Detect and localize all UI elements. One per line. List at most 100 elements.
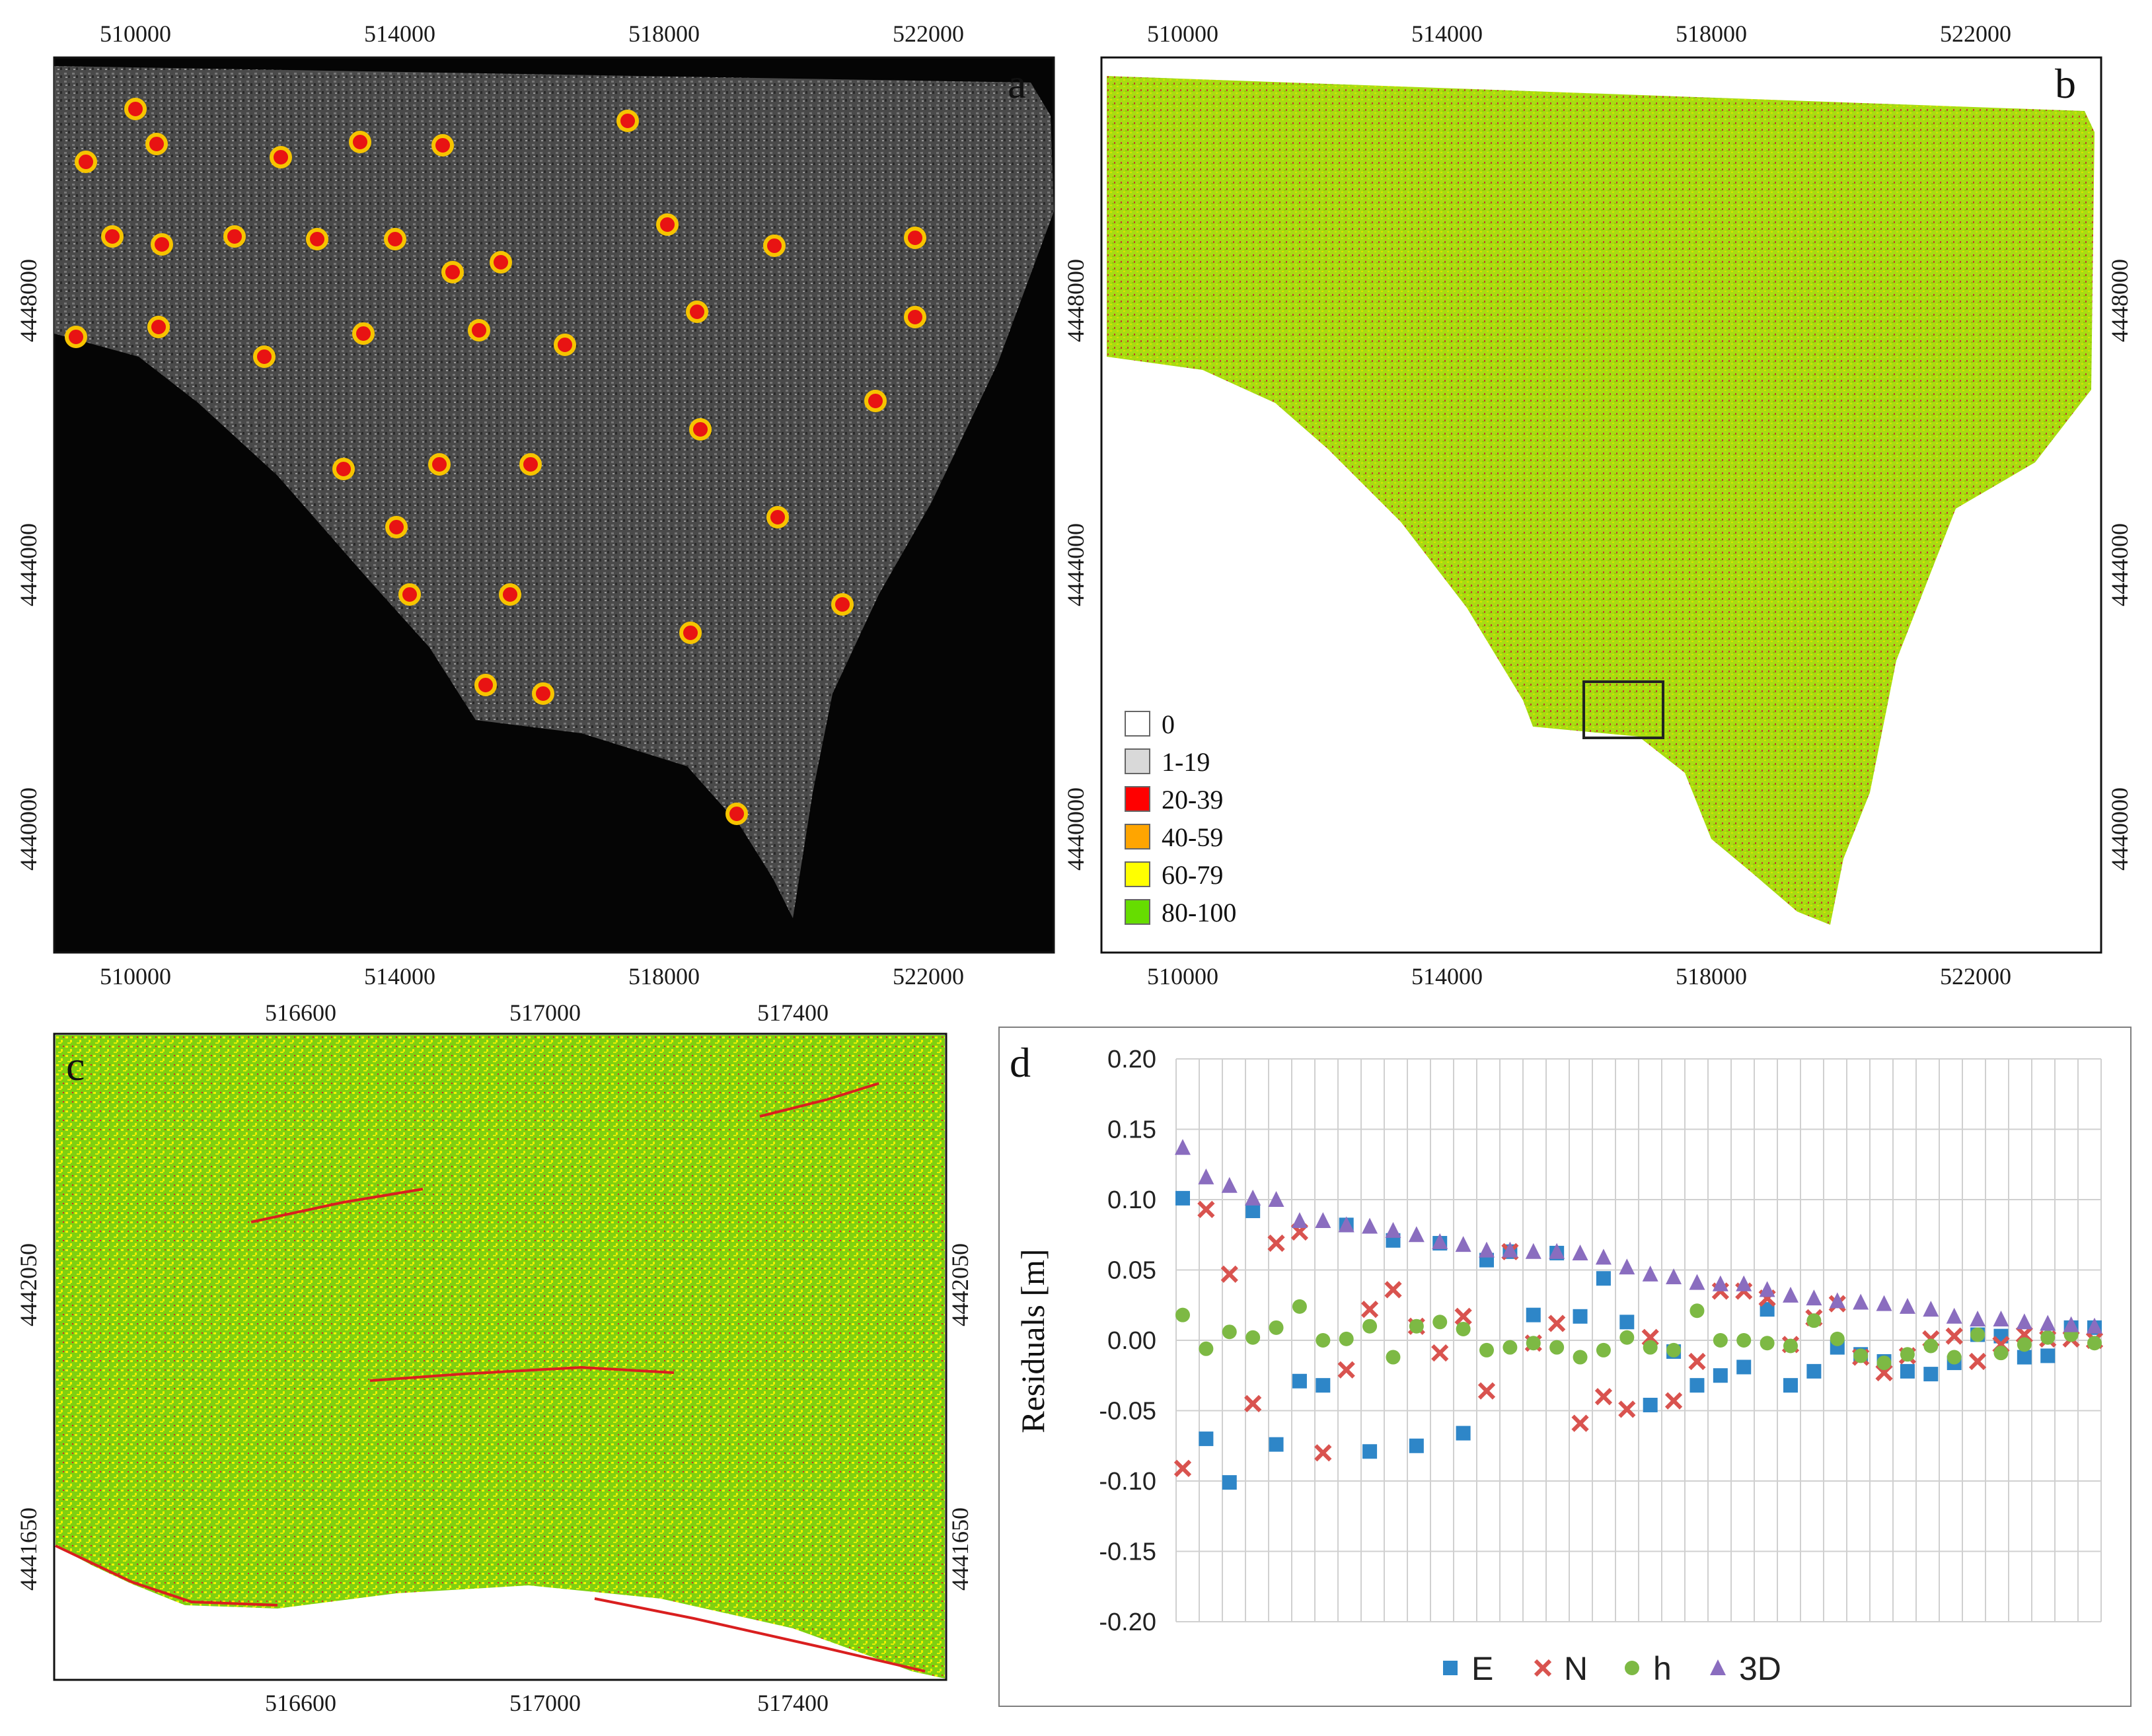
legend-label: 1-19 (1162, 747, 1210, 777)
point-h (2017, 1337, 2032, 1352)
gcp-marker (306, 228, 328, 250)
gcp-marker (124, 98, 147, 120)
point-h (1549, 1340, 1565, 1355)
point-e (1175, 1190, 1190, 1206)
y-ticks: 0.20 0.15 0.10 0.05 0.00 -0.05 -0.10 -0.15 -0.20 (1099, 1046, 1156, 1636)
panel-a-label: a (1008, 60, 1026, 107)
point-3d (1291, 1212, 1308, 1228)
point-h (1666, 1342, 1682, 1357)
y-tick: 4444000 (2106, 523, 2133, 606)
point-h (1643, 1340, 1658, 1355)
point-3d (1408, 1226, 1425, 1243)
point-e (1245, 1204, 1261, 1219)
panel-b-y-ticks-left: 4448000 4444000 4440000 (1062, 259, 1089, 871)
point-n (1431, 1344, 1449, 1362)
gcp-marker (831, 593, 854, 616)
point-3d (1923, 1301, 1939, 1317)
legend-label: E (1471, 1650, 1493, 1687)
x-tick: 517000 (509, 1690, 581, 1716)
gcp-marker (385, 516, 408, 538)
x-tick: 514000 (364, 963, 435, 990)
point-3d (1221, 1176, 1238, 1193)
point-3d (1175, 1139, 1191, 1155)
x-tick: 514000 (1411, 20, 1483, 47)
gcp-marker (904, 227, 926, 249)
x-tick: 517400 (757, 1690, 829, 1716)
gcp-marker (441, 261, 464, 283)
point-e (1292, 1373, 1307, 1389)
gcp-marker (253, 345, 276, 368)
point-h (1292, 1299, 1307, 1314)
gcp-marker (147, 316, 170, 338)
point-h (1456, 1321, 1471, 1336)
x-tick: 517000 (509, 999, 581, 1026)
point-3d (1853, 1293, 1869, 1310)
point-3d (1759, 1281, 1775, 1297)
point-3d (1455, 1236, 1471, 1252)
legend-label: h (1653, 1650, 1672, 1687)
legend-marker-e (1443, 1661, 1458, 1675)
gcp-marker (428, 453, 451, 476)
point-e (1689, 1378, 1705, 1393)
gcp-marker (65, 326, 87, 348)
gcp-marker (349, 131, 371, 153)
point-e (1760, 1302, 1775, 1317)
point-3d (1666, 1268, 1682, 1285)
y-tick-label: 0.20 (1107, 1046, 1156, 1073)
gcp-marker (474, 674, 497, 696)
x-tick: 514000 (364, 20, 435, 47)
gcp-marker (151, 233, 173, 256)
point-e (1199, 1431, 1214, 1447)
panel-b-legend: 0 1-19 20-39 40-59 60-79 80-100 (1125, 709, 1236, 927)
point-h (1783, 1338, 1798, 1354)
y-tick-label: 0.05 (1107, 1257, 1156, 1285)
gcp-marker (490, 251, 512, 273)
point-3d (1642, 1265, 1658, 1282)
legend-swatch (1125, 861, 1150, 887)
gcp-marker (554, 334, 576, 356)
point-n (1454, 1307, 1472, 1325)
panel-d-residuals-chart: d Residuals [m] 0.20 0.15 0.10 0.05 0.00 -0.0… (998, 1027, 2132, 1707)
point-e (1409, 1438, 1424, 1453)
point-h (1993, 1346, 2009, 1361)
point-e (1456, 1426, 1471, 1441)
point-3d (2040, 1315, 2056, 1331)
y-tick: 4444000 (15, 523, 42, 606)
point-h (1199, 1341, 1214, 1356)
point-h (2087, 1336, 2102, 1351)
panel-d-frame (998, 1027, 2132, 1707)
gcp-marker (679, 622, 702, 644)
legend-swatch (1125, 899, 1150, 925)
point-n (1360, 1301, 1379, 1319)
y-tick: 4448000 (2106, 259, 2133, 342)
point-h (2040, 1330, 2056, 1345)
gcp-marker (864, 390, 887, 412)
y-tick: 4442050 (15, 1243, 42, 1326)
point-3d (1806, 1289, 1822, 1306)
gcp-marker (519, 453, 542, 476)
panel-c-map: c 516600 517000 517400 516600 517000 517… (15, 999, 973, 1716)
point-n (1244, 1394, 1262, 1412)
gcp-marker (145, 133, 168, 155)
gcp-marker (532, 682, 554, 705)
y-tick: 4440000 (1062, 787, 1089, 871)
point-n (1267, 1234, 1285, 1252)
gcp-marker (270, 146, 292, 168)
point-h (1316, 1333, 1331, 1348)
point-h (1573, 1350, 1588, 1365)
point-e (1526, 1307, 1541, 1322)
point-h (1362, 1319, 1378, 1334)
point-3d (1876, 1295, 1892, 1311)
gcp-points (65, 98, 926, 825)
point-3d (1502, 1241, 1518, 1258)
point-3d (1946, 1307, 1962, 1324)
point-e (1783, 1378, 1798, 1393)
point-3d (1198, 1168, 1214, 1184)
point-3d (1783, 1286, 1799, 1303)
point-e (1222, 1475, 1237, 1490)
point-n (1384, 1281, 1402, 1299)
point-h (1339, 1331, 1354, 1346)
point-e (1316, 1378, 1331, 1393)
panel-b-label: b (2055, 60, 2076, 107)
